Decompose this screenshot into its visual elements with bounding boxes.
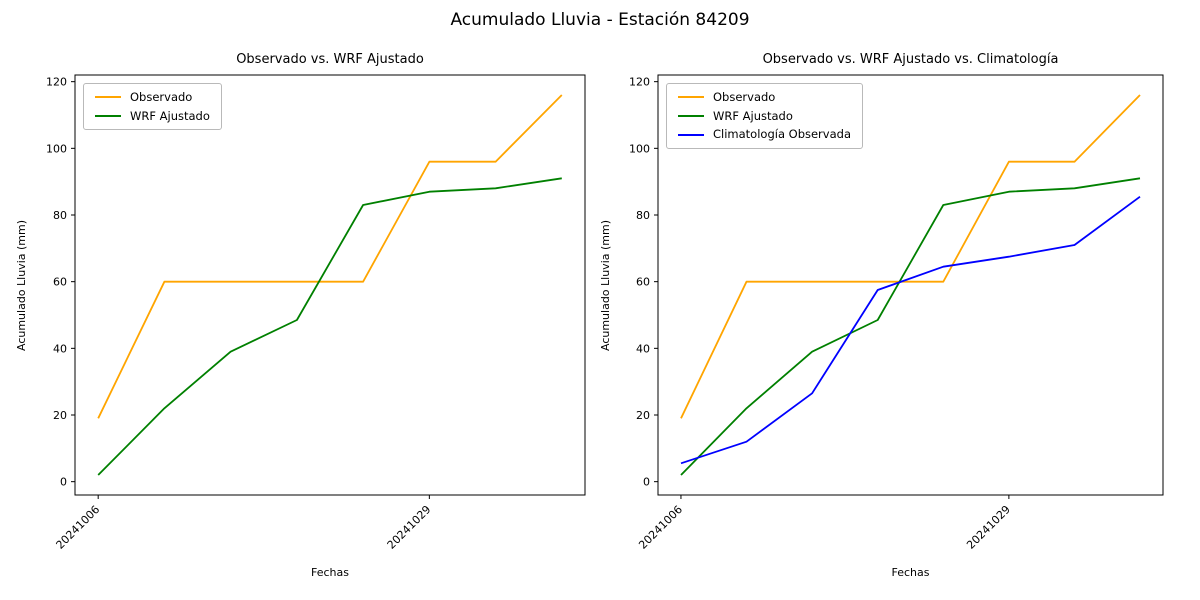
legend-item: WRF Ajustado [678,108,851,123]
figure-title: Acumulado Lluvia - Estación 84209 [450,10,750,30]
wrf-ajustado-line-swatch [95,114,121,117]
y-tick-label: 40 [53,342,67,355]
y-tick-label: 60 [636,276,650,289]
legend-item: WRF Ajustado [95,108,210,123]
series-line-observado [97,94,563,419]
y-tick-label: 20 [53,409,67,422]
y-tick-label: 100 [629,142,650,155]
series-line-climatolog-a-observada [680,195,1141,465]
legend-label: WRF Ajustado [130,108,210,123]
observado-line-swatch [678,96,704,99]
right-legend: Observado WRF Ajustado Climatología Obse… [666,83,863,149]
x-tick-label: 20241029 [964,503,1013,552]
legend-item: Observado [95,91,210,104]
series-line-wrf-ajustado [680,177,1141,476]
y-tick-label: 120 [46,76,67,89]
climatologia-line-swatch [678,133,704,136]
legend-label: Observado [713,90,776,104]
y-tick-label: 60 [53,276,67,289]
legend-label: Observado [130,90,193,104]
left-x-axis-label: Fechas [311,566,349,579]
wrf-ajustado-line-swatch [678,114,704,117]
series-line-observado [680,94,1141,419]
legend-label: WRF Ajustado [713,108,793,123]
y-tick-label: 80 [53,209,67,222]
plot-spine [657,74,1164,496]
x-tick-label: 20241006 [636,503,685,552]
y-tick-label: 100 [46,142,67,155]
y-tick-label: 40 [636,342,650,355]
right-x-axis-label: Fechas [891,566,930,579]
y-tick-label: 0 [643,476,650,489]
y-tick-label: 80 [636,209,650,222]
plot-area-0: 0 20 40 60 80 100 120 20241006 20241029 [46,74,586,552]
y-tick-label: 0 [60,476,67,489]
legend-item: Climatología Observada [678,128,851,141]
x-tick-label: 20241029 [385,503,434,552]
plot-spine [74,74,586,496]
right-plot-title: Observado vs. WRF Ajustado vs. Climatolo… [762,52,1059,67]
y-tick-label: 20 [636,409,650,422]
series-line-wrf-ajustado [97,177,562,476]
legend-item: Observado [678,91,851,104]
y-tick-label: 120 [629,76,650,89]
legend-label: Climatología Observada [713,127,851,142]
left-legend: Observado WRF Ajustado [83,83,222,131]
left-plot-title: Observado vs. WRF Ajustado [236,52,424,67]
x-tick-label: 20241006 [54,503,103,552]
observado-line-swatch [95,96,121,99]
